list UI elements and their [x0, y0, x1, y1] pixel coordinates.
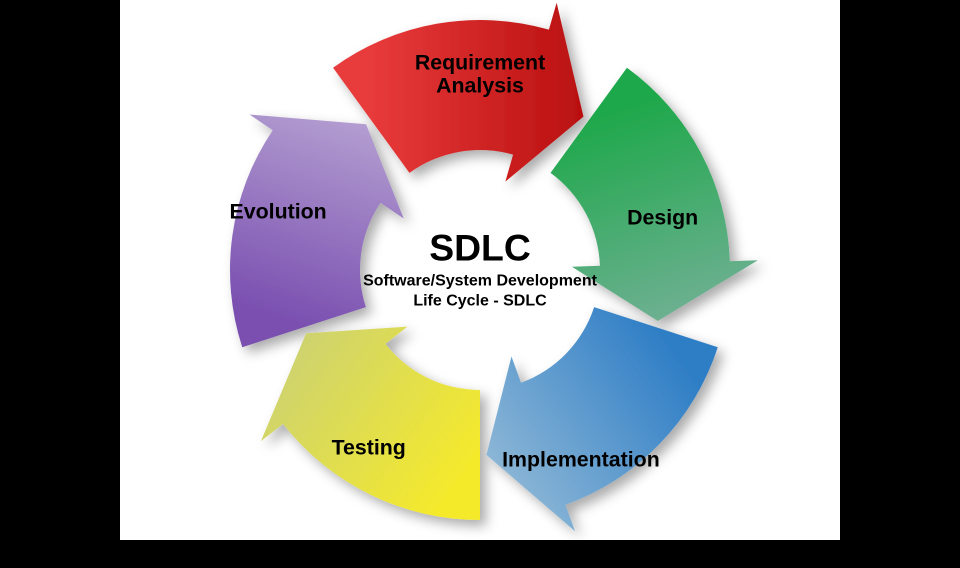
label-design: Design	[627, 206, 698, 229]
label-evolution: Evolution	[230, 200, 327, 223]
label-requirement-analysis: Requirement Analysis	[415, 52, 545, 99]
label-testing: Testing	[332, 436, 406, 459]
segment-labels-layer: Requirement Analysis Design Implementation…	[182, 0, 778, 568]
sdlc-cycle-diagram: SDLC Software/System Development Life Cy…	[182, 0, 778, 568]
label-implementation: Implementation	[502, 448, 660, 471]
diagram-canvas: SDLC Software/System Development Life Cy…	[120, 0, 840, 540]
